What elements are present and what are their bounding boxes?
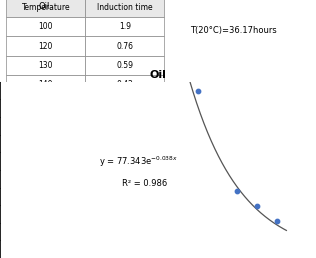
Text: R² = 0.986: R² = 0.986 (123, 179, 168, 188)
Point (234, 189, 240, 193)
Text: Oil: Oil (39, 2, 50, 11)
Point (254, 204, 259, 208)
Point (195, 88, 200, 93)
Text: T(20°C)=36.17hours: T(20°C)=36.17hours (190, 26, 276, 35)
Text: y = 77.343e$^{-0.038x}$: y = 77.343e$^{-0.038x}$ (99, 155, 178, 170)
Point (274, 219, 279, 223)
Title: Oil: Oil (149, 70, 167, 80)
